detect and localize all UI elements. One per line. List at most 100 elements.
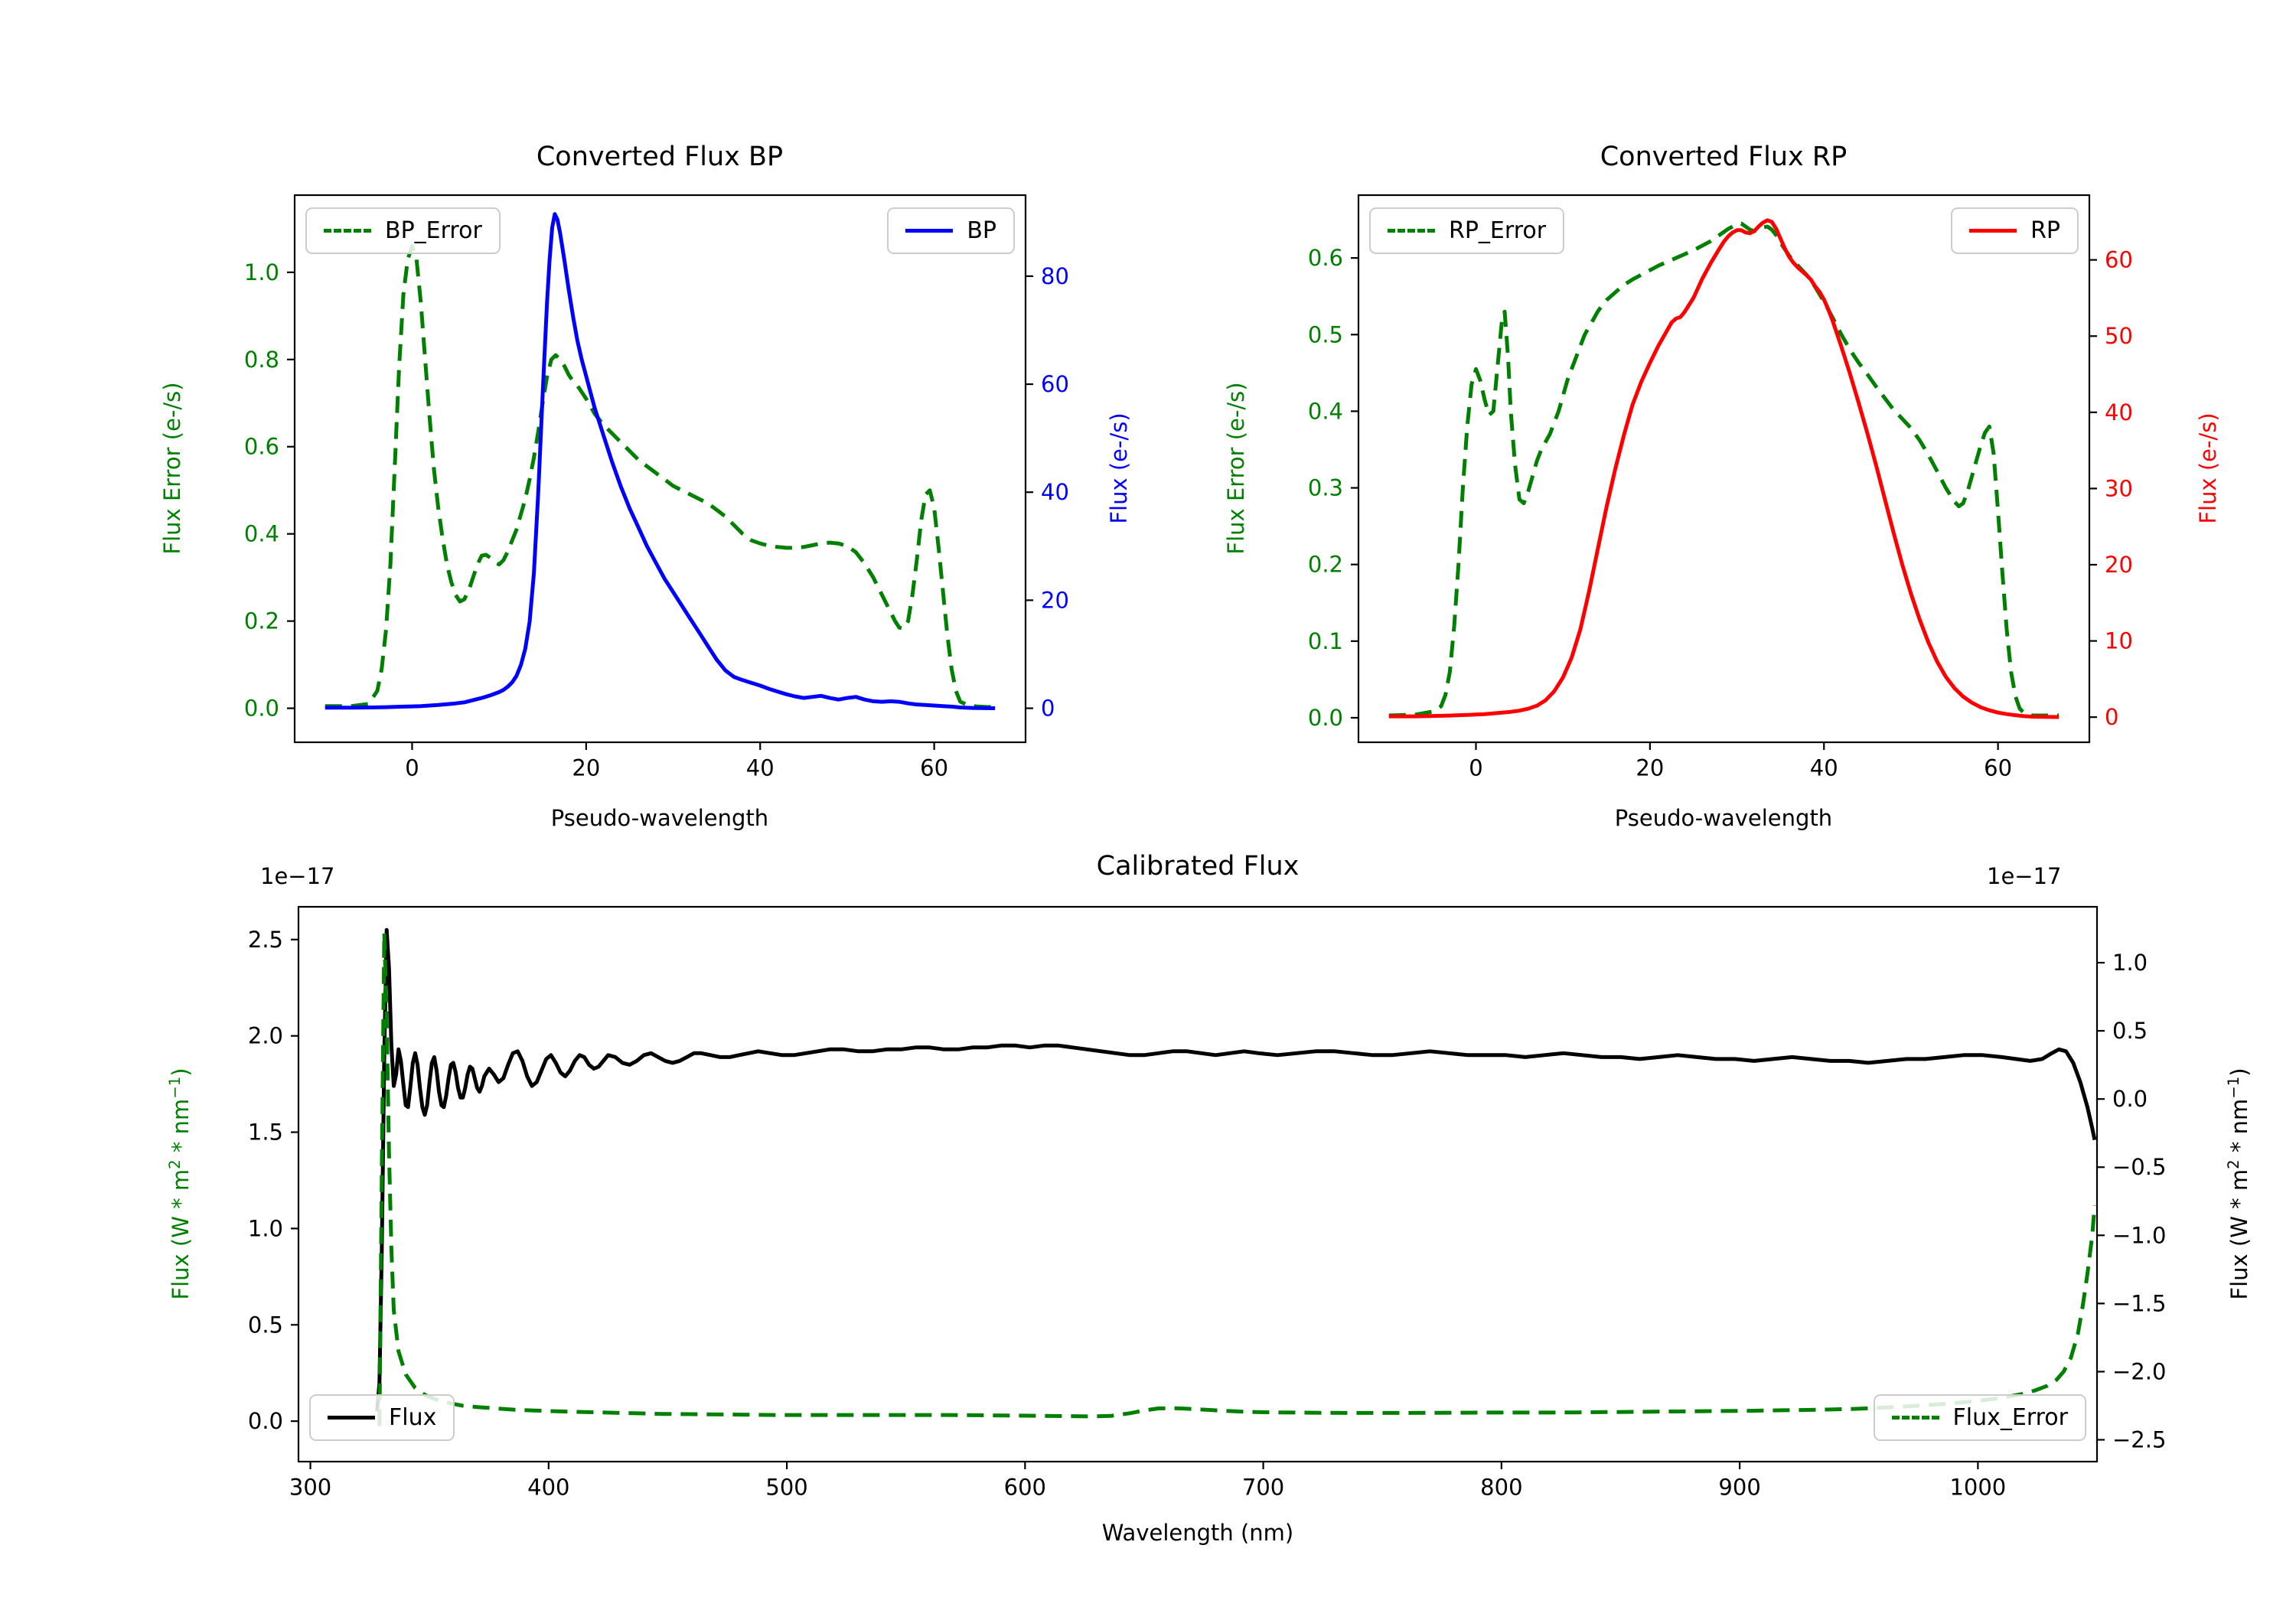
bp-x-tick-label: 60: [920, 755, 948, 781]
bp-error-legend: BP_Error: [305, 207, 501, 254]
bp-right-tick-label: 40: [1041, 479, 1069, 505]
cal-right-tick-label: 0.5: [2112, 1018, 2148, 1044]
cal-right-tick-label: −1.0: [2112, 1222, 2166, 1248]
rp-error-legend: RP_Error: [1369, 207, 1565, 254]
bp-error-legend-label: BP_Error: [385, 217, 482, 244]
cal-right-tick-label: 0.0: [2112, 1086, 2148, 1112]
rp-series-RP_Error: [1388, 221, 2060, 718]
bp-series-BP: [325, 212, 996, 710]
rp-left-tick-label: 0.3: [1308, 475, 1343, 501]
cal-left-tick-label: 0.5: [248, 1312, 283, 1338]
cal-plot-area: 300 400 500 600 700 800 900 1000 0.0 0.5 1.0 1.5 2.0…: [248, 905, 2166, 1501]
cal-right-tick-label: 1.0: [2112, 950, 2148, 976]
cal-series-Flux_Error: [377, 931, 2097, 1426]
bp-right-tick-label: 20: [1041, 587, 1069, 613]
rp-error-legend-label: RP_Error: [1449, 217, 1547, 244]
cal-right-offset-text: 1e−17: [1987, 863, 2062, 889]
cal-left-tick-label: 1.0: [248, 1215, 283, 1241]
bp-x-tick-label: 0: [405, 755, 419, 781]
rp-left-tick-label: 0.1: [1308, 628, 1343, 654]
cal-left-tick-label: 2.5: [248, 927, 283, 953]
bp-left-tick-label: 1.0: [244, 259, 279, 285]
cal-left-yaxis-label: Flux (W * m2 * nm−1): [166, 1068, 194, 1300]
cal-x-tick-label: 800: [1480, 1475, 1522, 1501]
rp-right-tick-label: 40: [2105, 399, 2133, 425]
bp-left-tick-label: 0.6: [244, 434, 279, 460]
cal-series-Flux: [375, 927, 2097, 1412]
rp-x-tick-label: 20: [1636, 755, 1664, 781]
rp-series-RP: [1388, 218, 2060, 719]
cal-chart-title: Calibrated Flux: [1096, 851, 1300, 882]
rp-x-tick-label: 40: [1810, 755, 1838, 781]
flux-error-legend: Flux_Error: [1873, 1394, 2086, 1441]
bp-plot-area: 0 20 40 60 0.0 0.2 0.4 0.6 0.8 1.0 0 20 40 60 80: [244, 194, 1069, 781]
bp-x-tick-label: 20: [572, 755, 600, 781]
bp-xaxis-label: Pseudo-wavelength: [550, 805, 769, 831]
cal-x-tick-label: 400: [527, 1475, 569, 1501]
rp-x-tick-label: 60: [1984, 755, 2012, 781]
cal-left-offset-text: 1e−17: [260, 863, 335, 889]
cal-right-tick-label: −2.0: [2112, 1358, 2166, 1384]
cal-x-tick-label: 700: [1242, 1475, 1284, 1501]
rp-x-tick-label: 0: [1469, 755, 1482, 781]
cal-right-yaxis-label: Flux (W * m2 * nm−1): [2225, 1068, 2252, 1300]
rp-left-tick-label: 0.0: [1308, 705, 1343, 731]
bp-chart-title: Converted Flux BP: [536, 142, 784, 172]
rp-left-tick-label: 0.2: [1308, 552, 1343, 578]
bp-series-BP_Error: [325, 244, 996, 709]
flux-error-legend-label: Flux_Error: [1952, 1404, 2068, 1431]
rp-legend-line-icon: [1969, 229, 2017, 233]
bp-error-legend-line-icon: [324, 229, 371, 233]
bp-right-tick-label: 0: [1041, 696, 1055, 722]
bp-right-tick-label: 80: [1041, 263, 1069, 289]
rp-chart-title: Converted Flux RP: [1600, 142, 1848, 172]
bp-left-yaxis-label: Flux Error (e-/s): [159, 382, 185, 555]
bp-axes-frame: [293, 194, 1027, 744]
cal-right-tick-label: −0.5: [2112, 1154, 2166, 1180]
cal-x-tick-label: 300: [289, 1475, 331, 1501]
cal-left-tick-label: 0.0: [248, 1408, 283, 1434]
flux-legend: Flux: [309, 1394, 455, 1441]
bp-legend-label: BP: [967, 217, 996, 244]
rp-right-yaxis-label: Flux (e-/s): [2195, 412, 2221, 524]
bp-left-tick-label: 0.0: [244, 696, 279, 722]
rp-right-tick-label: 60: [2105, 247, 2133, 273]
cal-left-tick-label: 2.0: [248, 1023, 283, 1049]
cal-left-tick-label: 1.5: [248, 1120, 283, 1146]
cal-x-tick-label: 900: [1718, 1475, 1760, 1501]
rp-axes-frame: [1357, 194, 2091, 744]
rp-left-tick-label: 0.6: [1308, 245, 1343, 271]
rp-xaxis-label: Pseudo-wavelength: [1614, 805, 1833, 831]
bp-left-tick-label: 0.8: [244, 347, 279, 373]
rp-right-tick-label: 20: [2105, 552, 2133, 578]
cal-right-tick-label: −1.5: [2112, 1290, 2166, 1316]
rp-right-tick-label: 30: [2105, 475, 2133, 501]
cal-right-tick-label: −2.5: [2112, 1426, 2166, 1452]
bp-left-tick-label: 0.4: [244, 521, 279, 547]
rp-left-tick-label: 0.5: [1308, 321, 1343, 347]
rp-plot-area: 0 20 40 60 0.0 0.1 0.2 0.3 0.4 0.5 0.6 0 10 20 30 40 50 6…: [1308, 194, 2133, 781]
rp-left-tick-label: 0.4: [1308, 398, 1343, 424]
bp-right-tick-label: 60: [1041, 371, 1069, 397]
cal-xaxis-label: Wavelength (nm): [1101, 1520, 1294, 1546]
flux-error-legend-line-icon: [1891, 1416, 1939, 1420]
rp-legend-label: RP: [2030, 217, 2060, 244]
cal-x-tick-label: 1000: [1949, 1475, 2006, 1501]
rp-right-tick-label: 0: [2105, 704, 2118, 730]
rp-right-tick-label: 10: [2105, 628, 2133, 654]
rp-error-legend-line-icon: [1388, 229, 1435, 233]
cal-x-tick-label: 500: [765, 1475, 807, 1501]
bp-x-tick-label: 40: [746, 755, 775, 781]
rp-legend: RP: [1951, 207, 2079, 254]
bp-legend-line-icon: [905, 229, 954, 233]
flux-legend-label: Flux: [389, 1404, 437, 1431]
bp-legend: BP: [887, 207, 1015, 254]
cal-axes-frame: [297, 905, 2099, 1463]
flux-legend-line-icon: [328, 1416, 375, 1420]
bp-left-tick-label: 0.2: [244, 608, 279, 634]
rp-left-yaxis-label: Flux Error (e-/s): [1223, 382, 1249, 555]
cal-x-tick-label: 600: [1004, 1475, 1046, 1501]
bp-right-yaxis-label: Flux (e-/s): [1106, 412, 1132, 524]
